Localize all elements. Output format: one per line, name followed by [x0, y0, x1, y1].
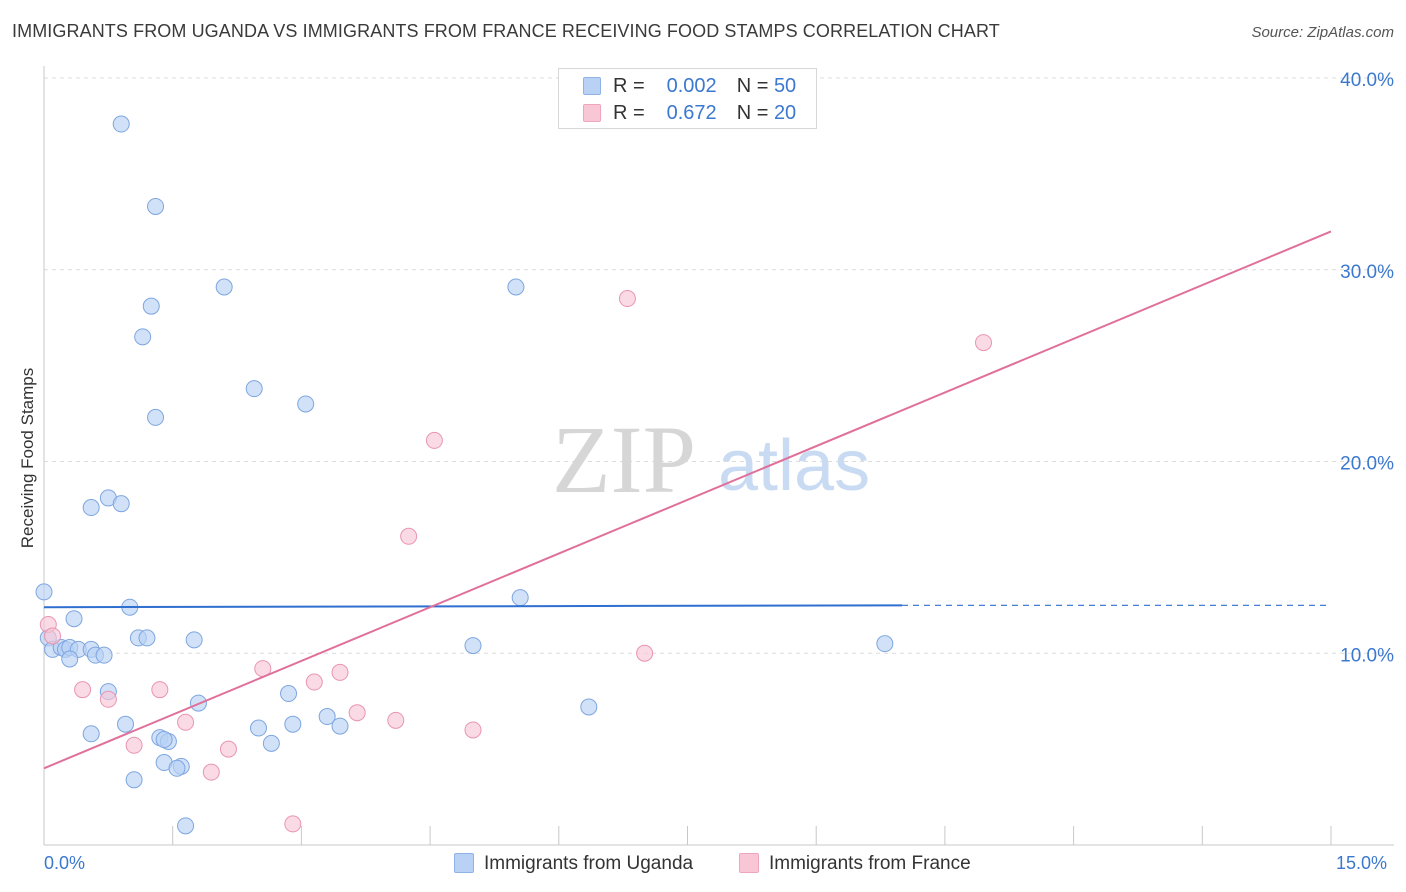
- legend-r-label: R =: [613, 75, 645, 97]
- bottom-legend-uganda: Immigrants from Uganda: [454, 853, 693, 875]
- x-tick-label-min: 0.0%: [44, 853, 86, 873]
- y-tick-label: 10.0%: [1340, 645, 1394, 666]
- uganda-point: [147, 408, 165, 426]
- watermark-atlas: atlas: [718, 426, 870, 506]
- france-point: [44, 627, 62, 645]
- y-tick-label: 20.0%: [1340, 454, 1394, 475]
- france-point: [99, 690, 117, 708]
- uganda-trend-line: [43, 604, 903, 609]
- uganda-point: [112, 115, 130, 133]
- legend-r-value: 0.672: [666, 102, 717, 124]
- uganda-point: [580, 698, 598, 716]
- france-point: [219, 740, 237, 758]
- uganda-point: [280, 685, 298, 703]
- uganda-point: [168, 759, 186, 777]
- y-tick-label: 30.0%: [1340, 262, 1394, 283]
- uganda-point: [318, 708, 336, 726]
- watermark-zip: ZIP: [552, 406, 696, 513]
- uganda-point: [876, 635, 894, 653]
- bottom-legend-france: Immigrants from France: [739, 853, 971, 875]
- france-point: [636, 644, 654, 662]
- uganda-point: [35, 583, 53, 601]
- france-point: [305, 673, 323, 691]
- uganda-point: [142, 297, 160, 315]
- uganda-point: [215, 278, 233, 296]
- y-tick-label: 40.0%: [1340, 70, 1394, 91]
- bottom-legend-swatch-france: [739, 853, 759, 873]
- source-label: Source: ZipAtlas.com: [1251, 24, 1394, 41]
- legend-r-value: 0.002: [666, 75, 717, 97]
- legend-n-label: N =: [736, 75, 769, 97]
- uganda-point: [331, 717, 349, 735]
- legend-row-france: R = 0.672 N = 20: [583, 102, 796, 125]
- legend-n-value: 50: [773, 75, 797, 97]
- france-point: [425, 431, 443, 449]
- uganda-point: [250, 719, 267, 737]
- uganda-point: [245, 380, 263, 398]
- france-trend-line: [43, 230, 1332, 770]
- legend-r-label: R =: [613, 102, 645, 124]
- uganda-point: [82, 725, 100, 743]
- legend-swatch-uganda: [583, 77, 601, 95]
- chart-title: IMMIGRANTS FROM UGANDA VS IMMIGRANTS FRO…: [12, 21, 1000, 41]
- france-point: [202, 763, 220, 781]
- uganda-point: [464, 637, 482, 655]
- france-point: [348, 704, 366, 722]
- france-point: [400, 527, 418, 545]
- y-tick-labels: 10.0% 20.0% 30.0% 40.0%: [1340, 70, 1394, 666]
- france-point: [151, 681, 169, 699]
- uganda-point: [82, 499, 100, 517]
- legend-n-value: 20: [773, 102, 797, 124]
- axes: [43, 66, 1394, 846]
- uganda-point: [284, 715, 302, 733]
- x-tick-label-max: 15.0%: [1336, 853, 1388, 873]
- france-point: [618, 290, 636, 308]
- uganda-point: [511, 589, 529, 607]
- legend-n-label: N =: [736, 102, 769, 124]
- france-point: [74, 681, 92, 699]
- france-point: [284, 815, 302, 833]
- y-axis-label: Receiving Food Stamps: [18, 367, 37, 549]
- uganda-point: [297, 395, 315, 413]
- uganda-point: [112, 495, 130, 513]
- france-point: [387, 711, 405, 729]
- legend-swatch-france: [583, 104, 601, 122]
- uganda-point: [125, 771, 143, 789]
- france-point: [331, 663, 349, 681]
- uganda-point: [61, 650, 79, 668]
- france-point: [975, 334, 993, 352]
- legend-row-uganda: R = 0.002 N = 50: [583, 75, 796, 98]
- correlation-legend: R = 0.002 N = 50 R = 0.672 N = 20: [558, 68, 817, 129]
- bottom-legend-label-france: Immigrants from France: [769, 853, 971, 874]
- bottom-legend-swatch-uganda: [454, 853, 474, 873]
- france-point: [125, 736, 143, 754]
- uganda-point: [147, 197, 165, 215]
- uganda-point: [262, 734, 280, 752]
- uganda-point: [134, 328, 152, 346]
- uganda-point: [507, 278, 525, 296]
- bottom-legend-label-uganda: Immigrants from Uganda: [484, 853, 694, 874]
- uganda-point: [95, 646, 113, 664]
- gridlines: [44, 77, 1394, 654]
- uganda-point: [65, 610, 83, 628]
- uganda-point: [185, 631, 203, 649]
- france-point: [464, 721, 482, 739]
- data-points: [35, 115, 993, 835]
- uganda-point: [155, 731, 173, 749]
- uganda-point: [138, 629, 156, 647]
- uganda-point: [177, 817, 195, 835]
- france-point: [177, 713, 195, 731]
- uganda-point: [117, 715, 135, 733]
- trend-lines: [43, 230, 1332, 770]
